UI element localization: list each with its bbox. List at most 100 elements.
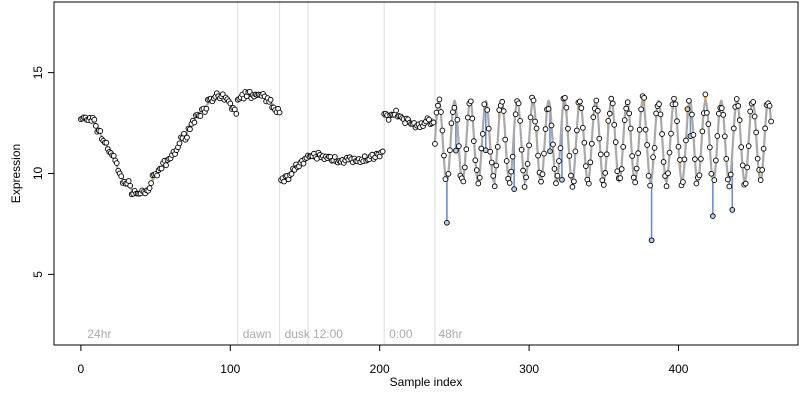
data-point [605, 117, 612, 124]
data-point [125, 178, 132, 184]
data-point [332, 154, 338, 160]
data-point [718, 105, 725, 111]
data-point [675, 143, 682, 150]
data-point [739, 162, 746, 169]
data-point [759, 167, 765, 173]
y-tick-label: 5 [31, 271, 45, 278]
data-point [488, 159, 495, 166]
data-point [503, 158, 510, 164]
data-point [698, 156, 704, 162]
data-point [433, 109, 440, 116]
data-point [559, 176, 565, 183]
data-point [469, 115, 476, 122]
data-point [568, 172, 574, 179]
data-point [524, 161, 531, 167]
data-point [563, 104, 570, 111]
data-point [603, 151, 610, 158]
annotations: 24hr dawn dusk 12:00 0:00 48hr [87, 327, 462, 341]
data-point [574, 127, 580, 134]
data-point [430, 119, 437, 126]
data-point [638, 106, 644, 113]
data-point [726, 183, 733, 190]
data-point [461, 164, 468, 171]
y-axis: 5 10 15 [31, 66, 55, 278]
data-point [554, 172, 561, 179]
data-point [451, 104, 458, 111]
data-point [596, 135, 603, 142]
data-point [148, 180, 154, 186]
x-tick-label: 400 [668, 362, 688, 376]
data-point [542, 126, 549, 132]
data-point [672, 101, 679, 108]
data-point [393, 107, 399, 114]
data-point [644, 142, 650, 148]
data-point [547, 148, 553, 155]
data-point [535, 152, 541, 159]
data-point [475, 180, 482, 187]
data-point [566, 153, 573, 159]
data-point [530, 97, 537, 104]
data-point [618, 166, 625, 172]
data-point [720, 112, 727, 118]
data-point [629, 153, 636, 159]
x-tick-label: 100 [220, 362, 240, 376]
data-point [692, 156, 698, 163]
data-point [665, 170, 671, 177]
data-point [506, 180, 513, 186]
data-point [565, 125, 571, 132]
data-point [460, 178, 467, 185]
data-point [435, 102, 441, 109]
data-point [481, 101, 488, 108]
data-point [614, 168, 621, 175]
data-point [707, 144, 713, 151]
data-point [754, 155, 761, 162]
x-tick-label: 300 [519, 362, 539, 376]
data-point [597, 151, 604, 158]
data-point [587, 159, 594, 166]
data-point [509, 153, 516, 160]
data-point [464, 114, 471, 121]
data-point [645, 173, 652, 179]
data-point [436, 96, 443, 103]
data-point [438, 109, 444, 115]
data-point [472, 157, 479, 164]
data-point [745, 143, 752, 149]
data-point [523, 174, 529, 181]
data-point [577, 98, 583, 105]
data-point [197, 113, 204, 119]
data-point [527, 114, 534, 121]
data-point [636, 126, 643, 133]
data-point [696, 172, 703, 179]
data-point [660, 159, 667, 165]
data-point [300, 160, 307, 167]
data-point [657, 111, 664, 118]
data-point [668, 130, 674, 137]
data-point [493, 162, 500, 169]
data-point [711, 177, 718, 183]
data-point [518, 146, 525, 153]
data-point [663, 183, 670, 190]
data-point [91, 116, 98, 123]
data-point [490, 173, 497, 179]
data-point [704, 109, 710, 116]
data-point [721, 133, 728, 140]
data-point [551, 165, 558, 172]
data-point [187, 126, 193, 133]
vertical-guides [237, 2, 436, 345]
data-point [581, 139, 588, 146]
data-point [632, 179, 639, 186]
data-point [588, 140, 595, 147]
data-point [556, 158, 562, 164]
data-point [276, 109, 283, 116]
data-point [602, 170, 609, 176]
data-point [281, 178, 287, 185]
data-point [463, 146, 470, 153]
data-point [532, 118, 538, 125]
data-point [432, 140, 438, 147]
data-point [736, 117, 743, 123]
data-point [453, 147, 459, 154]
data-point [651, 144, 658, 151]
data-point [485, 125, 492, 132]
data-point [702, 91, 709, 98]
data-point [184, 134, 190, 141]
